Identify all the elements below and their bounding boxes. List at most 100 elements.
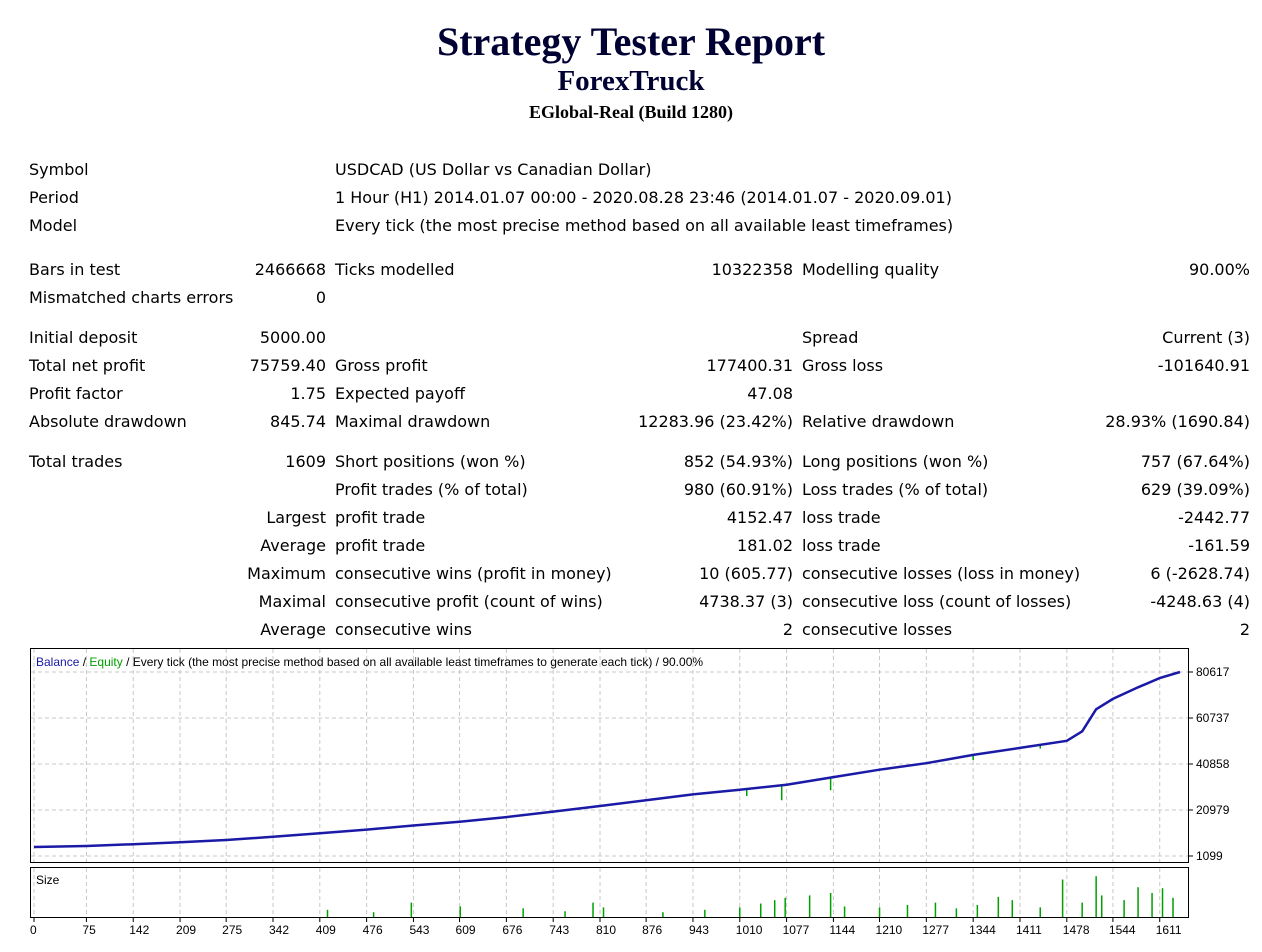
size-bar xyxy=(997,896,1000,917)
legend-balance: Balance xyxy=(36,655,80,669)
max-losses-label: consecutive losses (loss in money) xyxy=(802,564,1081,583)
size-bar xyxy=(1172,897,1174,917)
x-tick-label: 1144 xyxy=(829,923,855,937)
max-wins-value: 10 (605.77) xyxy=(699,564,793,583)
size-bar xyxy=(592,902,594,917)
period-value: 1 Hour (H1) 2014.01.07 00:00 - 2020.08.2… xyxy=(335,188,952,207)
profit-trades-row: Profit trades (% of total) 980 (60.91%) … xyxy=(0,476,1262,504)
size-bar xyxy=(934,902,937,917)
trades-row: Total trades 1609 Short positions (won %… xyxy=(0,448,1262,476)
size-bar xyxy=(829,893,832,917)
period-label: Period xyxy=(29,188,79,207)
y-tick-label: 40858 xyxy=(1196,757,1230,771)
model-label: Model xyxy=(29,216,78,235)
x-tick-label: 142 xyxy=(129,923,149,937)
x-tick-label: 1344 xyxy=(969,923,996,937)
maximal-row: Maximal consecutive profit (count of win… xyxy=(0,588,1262,616)
x-tick-label: 676 xyxy=(502,923,522,937)
x-tick-label: 342 xyxy=(269,923,289,937)
y-tick-label: 60737 xyxy=(1196,711,1230,725)
size-bar xyxy=(704,909,706,917)
trades-label: Total trades xyxy=(29,452,123,471)
deposit-row: Initial deposit 5000.00 Spread Current (… xyxy=(0,324,1262,352)
maximal-label: Maximal xyxy=(258,592,326,611)
largest-row: Largest profit trade 4152.47 loss trade … xyxy=(0,504,1262,532)
long-label: Long positions (won %) xyxy=(802,452,989,471)
reldd-label: Relative drawdown xyxy=(802,412,955,431)
largest-loss-label: loss trade xyxy=(802,508,881,527)
ltrades-label: Loss trades (% of total) xyxy=(802,480,989,499)
mismatch-label: Mismatched charts errors xyxy=(29,288,234,307)
size-bar xyxy=(602,907,605,917)
x-tick-label: 743 xyxy=(549,923,569,937)
x-tick-label: 1010 xyxy=(736,923,763,937)
payoff-value: 47.08 xyxy=(747,384,793,403)
size-bar xyxy=(662,912,664,917)
netprofit-label: Total net profit xyxy=(29,356,146,375)
payoff-label: Expected payoff xyxy=(335,384,465,403)
pf-label: Profit factor xyxy=(29,384,123,403)
mismatch-value: 0 xyxy=(315,288,326,307)
y-tick-label: 80617 xyxy=(1196,665,1230,679)
size-bar xyxy=(459,906,462,917)
x-tick-label: 1611 xyxy=(1156,923,1182,937)
size-bar xyxy=(976,905,979,917)
report-title: Strategy Tester Report xyxy=(436,19,826,64)
size-bar xyxy=(1123,900,1125,917)
size-bar xyxy=(1137,887,1139,917)
x-tick-label: 1478 xyxy=(1063,923,1090,937)
maximal-profit-value: 4738.37 (3) xyxy=(699,592,793,611)
largest-profit-label: profit trade xyxy=(335,508,426,527)
size-bar xyxy=(1061,879,1064,917)
avg-cons-wins-value: 2 xyxy=(782,620,793,639)
model-row: Model Every tick (the most precise metho… xyxy=(0,212,1262,240)
bars-value: 2466668 xyxy=(254,260,326,279)
grossprofit-value: 177400.31 xyxy=(706,356,793,375)
size-bar xyxy=(522,908,524,917)
average-profit-value: 181.02 xyxy=(737,536,793,555)
max-wins-label: consecutive wins (profit in money) xyxy=(335,564,612,583)
x-tick-label: 609 xyxy=(456,923,476,937)
model-value: Every tick (the most precise method base… xyxy=(335,216,954,235)
size-bar xyxy=(410,902,413,917)
symbol-row: Symbol USDCAD (US Dollar vs Canadian Dol… xyxy=(0,156,1262,184)
maximum-row: Maximum consecutive wins (profit in mone… xyxy=(0,560,1262,588)
largest-profit-value: 4152.47 xyxy=(726,508,793,527)
quality-label: Modelling quality xyxy=(802,260,940,279)
spread-value: Current (3) xyxy=(1162,328,1250,347)
avg-cons-losses-value: 2 xyxy=(1239,620,1250,639)
maximal-profit-label: consecutive profit (count of wins) xyxy=(335,592,603,611)
server-build: EGlobal-Real (Build 1280) xyxy=(528,102,734,122)
quality-value: 90.00% xyxy=(1188,260,1250,279)
trades-value: 1609 xyxy=(285,452,326,471)
size-bar xyxy=(1081,902,1083,917)
short-label: Short positions (won %) xyxy=(335,452,526,471)
size-bar xyxy=(906,905,909,917)
x-axis-ticks: 0 75 142 209 275 342 409 476 543 609 676 743 810 876 9… xyxy=(30,918,1182,937)
x-tick-label: 943 xyxy=(689,923,709,937)
spread-label: Spread xyxy=(802,328,859,347)
average-label: Average xyxy=(260,536,326,555)
long-value: 757 (67.64%) xyxy=(1140,452,1250,471)
size-bar xyxy=(1011,900,1014,917)
size-bar xyxy=(1039,907,1041,917)
symbol-label: Symbol xyxy=(29,160,89,179)
largest-label: Largest xyxy=(266,508,326,527)
maximal-loss-label: consecutive loss (count of losses) xyxy=(802,592,1072,611)
drawdown-row: Absolute drawdown 845.74 Maximal drawdow… xyxy=(0,408,1262,436)
symbol-value: USDCAD (US Dollar vs Canadian Dollar) xyxy=(335,160,652,179)
balance-series-line xyxy=(33,670,1181,849)
x-tick-label: 476 xyxy=(363,923,383,937)
average-loss-label: loss trade xyxy=(802,536,881,555)
ptrades-label: Profit trades (% of total) xyxy=(335,480,528,499)
average-loss-value: -161.59 xyxy=(1188,536,1250,555)
size-bar xyxy=(808,895,811,917)
size-bar xyxy=(564,911,566,917)
average-profit-label: profit trade xyxy=(335,536,426,555)
size-bar xyxy=(326,909,329,917)
legend-equity: Equity xyxy=(89,655,122,669)
chart-legend: Balance / Equity / Every tick (the most … xyxy=(36,655,703,669)
x-tick-label: 1411 xyxy=(1016,923,1042,937)
size-bar xyxy=(759,903,762,917)
average-consecutive-row: Average consecutive wins 2 consecutive l… xyxy=(0,616,1262,644)
